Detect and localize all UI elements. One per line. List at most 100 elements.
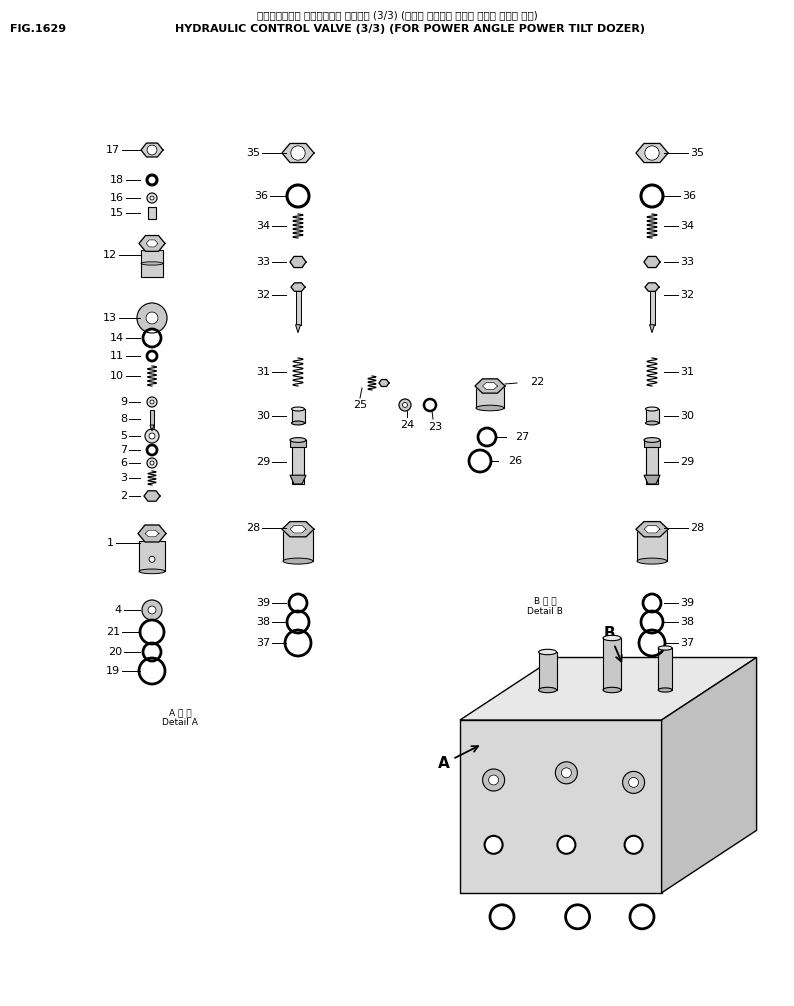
Text: 15: 15 — [110, 208, 124, 218]
Polygon shape — [460, 720, 661, 892]
Bar — [646, 440, 658, 484]
Ellipse shape — [658, 688, 673, 692]
Polygon shape — [290, 257, 306, 268]
Text: 34: 34 — [680, 221, 694, 231]
Circle shape — [149, 556, 155, 562]
Bar — [637, 529, 667, 561]
Text: 35: 35 — [246, 148, 260, 158]
Text: 32: 32 — [680, 290, 694, 300]
Ellipse shape — [283, 558, 313, 564]
Text: 5: 5 — [120, 431, 127, 441]
Circle shape — [622, 772, 645, 794]
Text: 39: 39 — [680, 598, 694, 608]
Text: 22: 22 — [530, 377, 544, 387]
Text: 35: 35 — [690, 148, 704, 158]
Circle shape — [145, 429, 159, 443]
Circle shape — [643, 594, 661, 612]
Ellipse shape — [290, 438, 306, 443]
Bar — [646, 409, 658, 423]
Circle shape — [469, 450, 491, 472]
Circle shape — [148, 606, 156, 614]
Ellipse shape — [291, 407, 305, 410]
Ellipse shape — [141, 262, 163, 266]
Ellipse shape — [291, 422, 305, 425]
Circle shape — [555, 762, 577, 784]
Polygon shape — [644, 257, 660, 268]
Text: A 詳 細: A 詳 細 — [168, 708, 191, 717]
Polygon shape — [475, 379, 505, 393]
Circle shape — [147, 458, 157, 468]
Polygon shape — [290, 525, 306, 533]
Polygon shape — [282, 521, 314, 537]
Bar — [644, 440, 660, 447]
Circle shape — [149, 433, 155, 439]
Ellipse shape — [646, 422, 658, 425]
Circle shape — [142, 600, 162, 620]
Text: 27: 27 — [515, 432, 530, 442]
Polygon shape — [636, 144, 668, 163]
Text: Detail B: Detail B — [527, 607, 563, 616]
Bar — [148, 207, 156, 219]
Circle shape — [150, 196, 154, 200]
Bar — [658, 648, 673, 690]
Polygon shape — [483, 382, 498, 389]
Text: 38: 38 — [680, 617, 694, 627]
Ellipse shape — [538, 649, 557, 655]
Polygon shape — [661, 658, 757, 892]
Text: 36: 36 — [682, 191, 696, 201]
Circle shape — [147, 351, 157, 361]
Text: 26: 26 — [508, 456, 522, 466]
Polygon shape — [644, 525, 660, 533]
Circle shape — [143, 643, 161, 661]
Bar — [603, 638, 621, 690]
Circle shape — [565, 904, 590, 929]
Ellipse shape — [637, 558, 667, 564]
Text: 8: 8 — [120, 414, 127, 424]
Circle shape — [140, 620, 164, 644]
Text: FIG.1629: FIG.1629 — [10, 24, 66, 34]
Text: 19: 19 — [106, 666, 120, 676]
Text: 37: 37 — [256, 638, 270, 648]
Polygon shape — [139, 235, 165, 252]
Text: 18: 18 — [110, 175, 124, 185]
Polygon shape — [138, 525, 166, 542]
Ellipse shape — [476, 405, 504, 410]
Text: 3: 3 — [120, 473, 127, 483]
Circle shape — [625, 836, 642, 854]
Text: 2: 2 — [120, 491, 127, 501]
Ellipse shape — [603, 636, 621, 641]
Circle shape — [287, 611, 309, 633]
Text: 9: 9 — [120, 397, 127, 407]
Polygon shape — [146, 239, 158, 247]
Ellipse shape — [644, 438, 660, 443]
Polygon shape — [291, 283, 305, 292]
Text: 37: 37 — [680, 638, 694, 648]
Text: ハイトドロック コントロール バルブ： (3/3) (パワー アングル パワー チルト ドーザ ヨウ): ハイトドロック コントロール バルブ： (3/3) (パワー アングル パワー … — [256, 10, 538, 20]
Ellipse shape — [658, 646, 673, 650]
Bar — [290, 440, 306, 447]
Text: 33: 33 — [680, 257, 694, 267]
Circle shape — [285, 630, 311, 656]
Text: HYDRAULIC CONTROL VALVE (3/3) (FOR POWER ANGLE POWER TILT DOZER): HYDRAULIC CONTROL VALVE (3/3) (FOR POWER… — [175, 24, 645, 34]
Ellipse shape — [139, 569, 165, 573]
Polygon shape — [649, 325, 654, 333]
Circle shape — [488, 775, 499, 785]
Text: 6: 6 — [120, 458, 127, 468]
Text: 31: 31 — [680, 367, 694, 377]
Text: 17: 17 — [106, 145, 120, 155]
Text: 34: 34 — [256, 221, 270, 231]
Circle shape — [630, 904, 654, 929]
Circle shape — [150, 461, 154, 465]
Circle shape — [150, 400, 154, 404]
Text: 13: 13 — [103, 313, 117, 323]
Circle shape — [147, 397, 157, 407]
Ellipse shape — [538, 687, 557, 693]
Polygon shape — [290, 475, 306, 484]
Text: 7: 7 — [120, 445, 127, 455]
Text: B: B — [603, 626, 622, 662]
Circle shape — [147, 145, 157, 155]
Text: 31: 31 — [256, 367, 270, 377]
Text: 16: 16 — [110, 193, 124, 203]
Text: 11: 11 — [110, 351, 124, 361]
Text: 20: 20 — [108, 647, 122, 657]
